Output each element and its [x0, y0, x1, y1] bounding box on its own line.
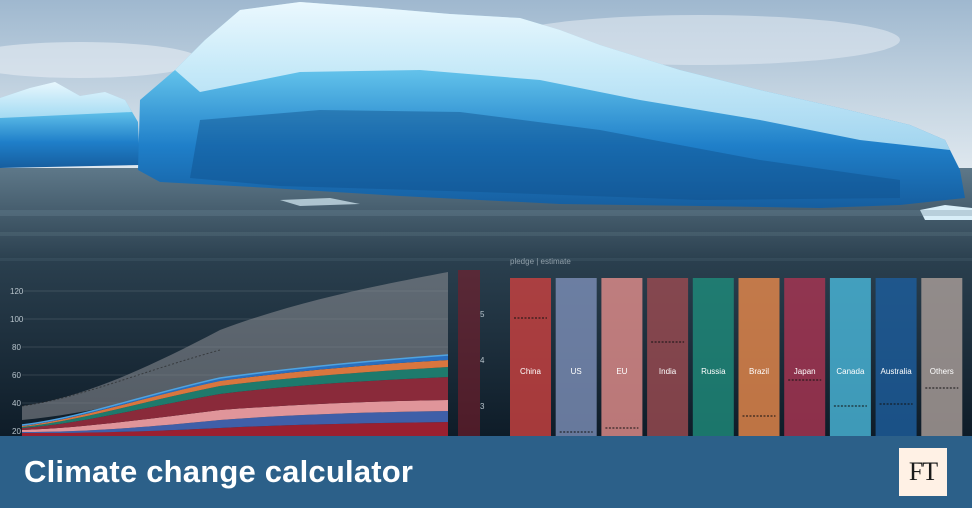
y-tick-label: 80	[12, 343, 21, 352]
area-series	[22, 422, 448, 436]
y-tick-label: 100	[10, 315, 24, 324]
country-bar-us[interactable]	[555, 278, 597, 436]
y-tick-label: 120	[10, 287, 24, 296]
y-tick-label: 20	[12, 427, 21, 436]
country-bar-australia[interactable]	[875, 278, 917, 436]
country-bar-others[interactable]	[921, 278, 963, 436]
title-banner: Climate change calculator	[0, 436, 972, 508]
y-tick-label: 5	[480, 310, 485, 319]
country-label: Australia	[881, 367, 913, 376]
country-label: Canada	[836, 367, 865, 376]
country-bar-russia[interactable]	[692, 278, 734, 436]
area-series	[22, 360, 448, 427]
uncertainty-band	[22, 272, 448, 420]
country-bar-brazil[interactable]	[738, 278, 780, 436]
country-label: Russia	[701, 367, 726, 376]
axis-bar	[458, 270, 480, 436]
total-line	[21, 354, 449, 426]
chart-header: pledge | estimate	[510, 257, 571, 266]
country-label: Japan	[794, 367, 816, 376]
area-series	[22, 411, 448, 433]
country-label: Others	[930, 367, 954, 376]
iceberg-photo	[0, 0, 972, 436]
country-bar-china[interactable]	[510, 278, 551, 436]
country-label: US	[571, 367, 582, 376]
country-bar-canada[interactable]	[829, 278, 871, 436]
country-bar-chart: pledge | estimate 5 4 3 China US EU India Ru…	[458, 257, 963, 436]
climate-chart-overlay: 120 100 80 60 40 20 pledge | estimate 5 …	[10, 257, 963, 436]
country-bar-japan[interactable]	[784, 278, 826, 436]
y-tick-label: 3	[480, 402, 485, 411]
country-label: India	[659, 367, 677, 376]
country-label: Brazil	[749, 367, 769, 376]
page-title: Climate change calculator	[24, 454, 414, 489]
y-tick-label: 60	[12, 371, 21, 380]
hero-image: 120 100 80 60 40 20 pledge | estimate 5 …	[0, 0, 972, 436]
trend-line	[21, 349, 221, 407]
area-series	[22, 400, 448, 432]
country-bar-india[interactable]	[647, 278, 689, 436]
area-series	[22, 367, 448, 428]
y-tick-label: 4	[480, 356, 485, 365]
ft-logo-text: FT	[908, 457, 938, 486]
ft-logo[interactable]: FT	[899, 448, 947, 496]
country-label: EU	[616, 367, 627, 376]
emissions-area-chart: 120 100 80 60 40 20	[10, 272, 449, 436]
y-tick-label: 40	[12, 399, 21, 408]
country-label: China	[520, 367, 541, 376]
area-series	[22, 355, 448, 426]
country-bar-eu[interactable]	[601, 278, 643, 436]
area-series	[22, 377, 448, 430]
